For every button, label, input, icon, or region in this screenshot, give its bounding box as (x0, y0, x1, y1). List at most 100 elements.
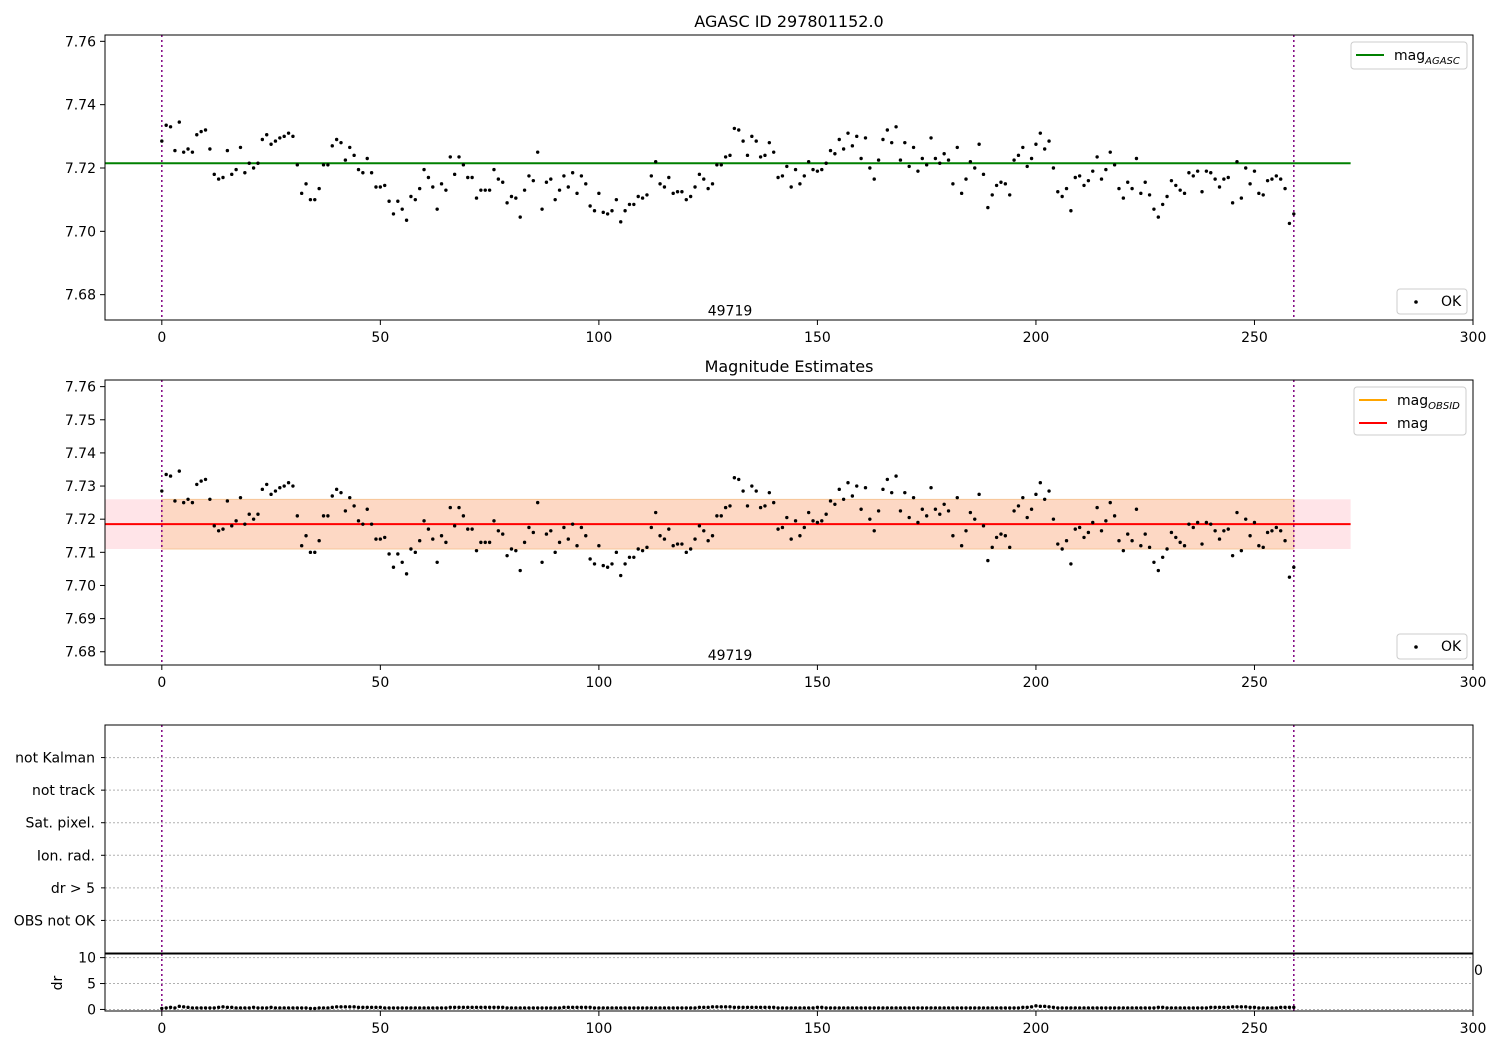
y-tick-label: 7.72 (65, 512, 96, 528)
data-point (968, 159, 973, 164)
data-point (994, 1006, 999, 1010)
data-point (1108, 150, 1112, 154)
data-point (212, 172, 216, 177)
data-point (216, 529, 221, 533)
data-point (339, 1005, 343, 1009)
data-point (1213, 1005, 1217, 1010)
data-point (1270, 177, 1274, 181)
data-point (256, 161, 260, 165)
data-point (295, 163, 300, 167)
data-point (522, 1006, 527, 1010)
data-point (251, 1005, 256, 1010)
data-point (1257, 1006, 1261, 1010)
data-point (466, 527, 470, 531)
data-point (540, 207, 544, 211)
data-point (269, 492, 273, 497)
data-point (492, 167, 496, 172)
data-point (820, 167, 824, 172)
panel1-y-ticks: 7.68 7.70 7.72 7.74 7.76 (65, 34, 105, 304)
data-point (1025, 164, 1029, 169)
data-point (1209, 522, 1213, 526)
data-point (1034, 142, 1038, 146)
data-point (1178, 1006, 1182, 1010)
data-point (1016, 1006, 1021, 1010)
data-point (422, 519, 426, 523)
data-point (911, 1006, 916, 1010)
data-point (299, 191, 304, 196)
data-point (181, 150, 186, 154)
data-point (1200, 190, 1204, 194)
data-point (1239, 1005, 1244, 1009)
data-point (863, 136, 868, 140)
data-point (378, 185, 383, 189)
data-point (990, 545, 994, 550)
data-point (173, 1006, 177, 1010)
data-point (990, 1006, 994, 1010)
panel4-x-ticks: 0 50 100 150 200 250 300 (157, 1011, 1486, 1037)
data-point (431, 185, 435, 189)
data-point (903, 490, 907, 495)
data-point (973, 166, 977, 170)
data-point (619, 573, 623, 578)
data-point (1287, 1005, 1292, 1010)
data-point (260, 1006, 265, 1010)
data-point (195, 133, 199, 137)
data-point (260, 137, 265, 142)
data-point (1217, 1005, 1222, 1010)
data-point (955, 145, 959, 150)
data-point (855, 134, 859, 139)
data-point (339, 490, 343, 495)
data-point (1060, 194, 1064, 199)
data-point (391, 565, 396, 569)
data-point (833, 502, 837, 506)
data-point (785, 1006, 789, 1010)
data-point (1217, 537, 1222, 541)
data-point (291, 484, 295, 488)
data-point (470, 1005, 474, 1010)
data-point (295, 1006, 300, 1010)
data-point (1056, 190, 1060, 194)
data-point (627, 202, 632, 207)
data-point (540, 1006, 544, 1010)
data-point (496, 177, 501, 181)
y-tick-label: 7.76 (65, 380, 96, 396)
data-point (365, 156, 369, 161)
data-point (824, 512, 828, 516)
data-point (265, 133, 269, 137)
data-point (837, 1006, 841, 1010)
panel2-legend-bottom: OK (1396, 633, 1468, 660)
data-point (955, 1006, 959, 1010)
magnitude-estimates-panel: Magnitude Estimates 0 50 100 150 200 250 300 7… (65, 357, 1487, 691)
flag-label: not Kalman (15, 751, 95, 767)
data-point (942, 502, 946, 506)
data-point (623, 562, 627, 566)
data-point (1016, 153, 1021, 158)
data-point (334, 487, 339, 492)
data-point (1200, 542, 1204, 546)
data-point (369, 1005, 374, 1010)
panel1-points (160, 120, 1296, 226)
data-point (737, 477, 741, 482)
data-point (1174, 183, 1178, 188)
data-point (1274, 525, 1279, 530)
data-point (466, 1005, 470, 1010)
data-point (745, 153, 750, 158)
data-point (846, 481, 850, 485)
data-point (1095, 1006, 1099, 1010)
data-point (509, 1006, 514, 1010)
data-point (933, 156, 938, 161)
data-point (1056, 542, 1060, 546)
data-point (584, 534, 588, 538)
x-tick-label: 250 (1241, 1021, 1268, 1037)
data-point (299, 1006, 304, 1010)
data-point (938, 1006, 942, 1010)
data-point (1147, 1006, 1152, 1010)
data-point (872, 177, 876, 181)
data-point (361, 1005, 365, 1010)
x-tick-label: 100 (586, 330, 613, 346)
data-point (505, 201, 509, 205)
panel3-flag-rows: not Kalman not track Sat. pixel. Ion. rad. d… (14, 751, 1473, 929)
data-point (667, 175, 671, 180)
data-point (326, 163, 330, 167)
data-point (750, 134, 754, 139)
